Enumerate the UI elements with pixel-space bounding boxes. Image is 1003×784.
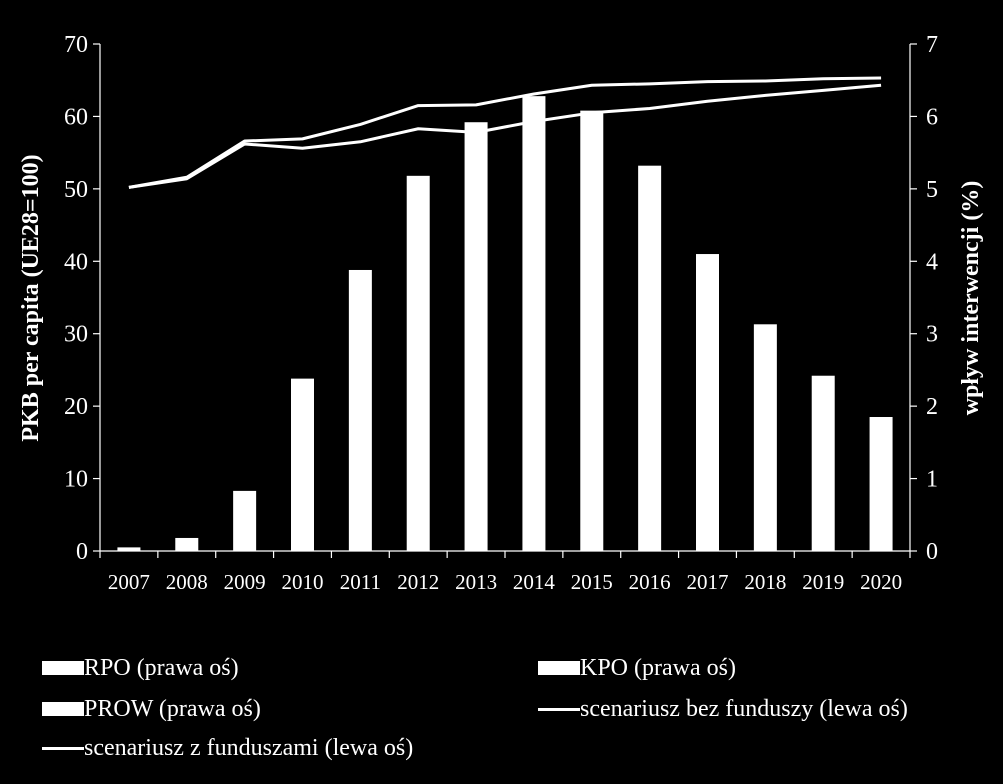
left-tick-label: 10 — [64, 467, 88, 493]
x-tick-label: 2008 — [166, 570, 208, 594]
legend-swatch-prow — [42, 702, 84, 716]
bar-rpo — [696, 254, 719, 552]
left-tick-label: 50 — [64, 177, 88, 203]
x-tick-label: 2013 — [455, 570, 497, 594]
right-tick-label: 0 — [926, 539, 938, 565]
bar-rpo — [811, 375, 835, 551]
legend-item-kpo: KPO (prawa oś) — [538, 656, 736, 680]
legend-label-rpo: RPO (prawa oś) — [84, 655, 239, 681]
right-tick-label: 4 — [926, 249, 938, 275]
x-tick-label: 2007 — [108, 570, 150, 594]
left-tick-label: 0 — [76, 539, 88, 565]
legend-item-prow: PROW (prawa oś) — [42, 697, 261, 721]
right-tick-label: 6 — [926, 104, 938, 130]
right-tick-label: 5 — [926, 177, 938, 203]
left-tick-label: 60 — [64, 104, 88, 130]
legend-item-bez-funduszy: scenariusz bez funduszy (lewa oś) — [538, 697, 908, 721]
line-scenariusz-z-funduszami — [128, 76, 882, 189]
right-tick-label: 1 — [926, 467, 938, 493]
legend-label-z-funduszami: scenariusz z funduszami (lewa oś) — [84, 735, 414, 761]
legend-swatch-rpo — [42, 661, 84, 675]
legend-item-z-funduszami: scenariusz z funduszami (lewa oś) — [42, 736, 413, 760]
legend-label-bez-funduszy: scenariusz bez funduszy (lewa oś) — [580, 696, 908, 722]
x-tick-label: 2020 — [860, 570, 902, 594]
bar-rpo — [233, 490, 257, 551]
right-axis-title: wpływ interwencji (%) — [958, 181, 984, 416]
left-tick-label: 70 — [64, 32, 88, 58]
x-tick-label: 2011 — [340, 570, 381, 594]
x-tick-label: 2009 — [224, 570, 266, 594]
left-tick-label: 40 — [64, 249, 88, 275]
bar-rpo — [291, 378, 314, 551]
bar-rpo — [753, 324, 777, 551]
left-tick-label: 30 — [64, 322, 88, 348]
line-scenariusz-bez-funduszy — [128, 83, 882, 189]
x-tick-label: 2010 — [282, 570, 324, 594]
legend: RPO (prawa oś) KPO (prawa oś) PROW (praw… — [0, 640, 1003, 780]
x-tick-label: 2012 — [397, 570, 439, 594]
legend-swatch-bez-funduszy — [538, 707, 580, 711]
x-tick-label: 2018 — [744, 570, 786, 594]
right-tick-label: 2 — [926, 394, 938, 420]
legend-label-kpo: KPO (prawa oś) — [580, 655, 736, 681]
right-tick-label: 3 — [926, 322, 938, 348]
legend-item-rpo: RPO (prawa oś) — [42, 656, 239, 680]
legend-swatch-z-funduszami — [42, 746, 84, 750]
bar-rpo — [522, 96, 546, 552]
x-tick-label: 2016 — [629, 570, 671, 594]
x-tick-label: 2019 — [802, 570, 844, 594]
bar-rpo — [348, 269, 372, 551]
left-axis-title: PKB per capita (UE28=100) — [18, 154, 44, 441]
bar-rpo — [406, 175, 430, 551]
chart: 0 10 20 30 40 50 60 70 0 1 2 3 4 5 6 7 2007 2008 2009 2010 2… — [18, 32, 984, 594]
legend-swatch-kpo — [538, 661, 580, 675]
bar-rpo — [638, 165, 662, 551]
left-tick-label: 20 — [64, 394, 88, 420]
bar-rpo — [464, 122, 488, 552]
bar-rpo — [580, 110, 604, 552]
legend-label-prow: PROW (prawa oś) — [84, 696, 261, 722]
x-tick-label: 2015 — [571, 570, 613, 594]
x-tick-label: 2017 — [687, 570, 729, 594]
x-tick-label: 2014 — [513, 570, 556, 594]
right-tick-label: 7 — [926, 32, 938, 58]
bar-rpo — [869, 417, 893, 551]
bar-rpo — [117, 547, 141, 551]
bar-rpo — [175, 537, 199, 551]
